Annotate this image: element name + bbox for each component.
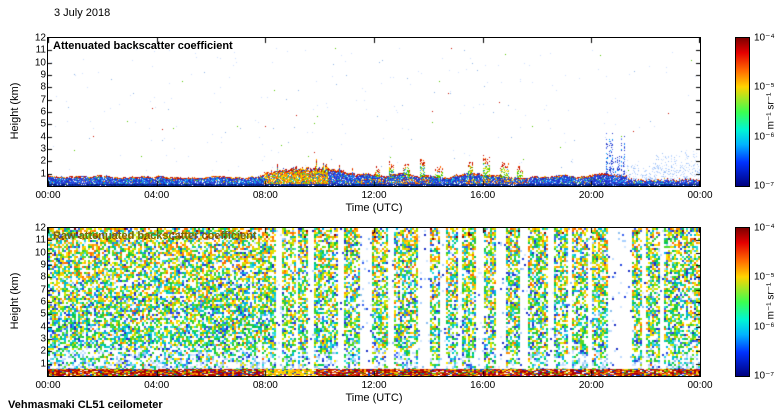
- panel-raw-backscatter: Raw attenuated backscatter coefficient: [47, 227, 701, 377]
- y-tick-label: 10: [34, 247, 46, 259]
- x-tick-label: 20:00: [578, 380, 604, 391]
- x-tick-label: 12:00: [361, 190, 387, 201]
- y-tick-label: 9: [40, 259, 46, 271]
- colorbar-tick-label: 10⁻⁷: [754, 370, 775, 382]
- panel-title-attenuated: Attenuated backscatter coefficient: [53, 40, 233, 52]
- y-tick-label: 11: [35, 234, 46, 246]
- x-tick-label: 16:00: [470, 190, 496, 201]
- colorbar-unit-label-attenuated: m⁻¹ sr⁻¹: [765, 92, 777, 130]
- colorbar-tick-label: 10⁻⁴: [754, 222, 775, 234]
- x-tick-label: 00:00: [35, 190, 61, 201]
- colorbar-raw: [735, 227, 750, 377]
- raw-backscatter-heatmap: [48, 228, 700, 376]
- y-tick-label: 2: [40, 345, 46, 357]
- colorbar-unit-label-raw: m⁻¹ sr⁻¹: [765, 282, 777, 320]
- x-tick-label: 20:00: [578, 190, 604, 201]
- colorbar-gradient: [736, 228, 749, 376]
- y-tick-label: 10: [34, 57, 46, 69]
- y-tick-label: 1: [40, 358, 46, 370]
- x-axis-label-attenuated: Time (UTC): [345, 202, 403, 214]
- y-tick-label: 8: [40, 271, 46, 283]
- colorbar-gradient: [736, 38, 749, 186]
- y-tick-label: 5: [40, 118, 46, 130]
- x-tick-label: 00:00: [687, 380, 713, 391]
- panel-attenuated-backscatter: Attenuated backscatter coefficient: [47, 37, 701, 187]
- x-tick-label: 04:00: [144, 190, 170, 201]
- y-tick-label: 6: [40, 296, 46, 308]
- y-tick-label: 7: [40, 284, 46, 296]
- instrument-label: Vehmasmaki CL51 ceilometer: [8, 399, 163, 411]
- y-tick-label: 6: [40, 106, 46, 118]
- y-tick-label: 8: [40, 81, 46, 93]
- y-tick-label: 12: [34, 32, 46, 44]
- y-axis-label-attenuated: Height (km): [9, 82, 21, 140]
- y-tick-label: 11: [35, 44, 46, 56]
- colorbar-tick-label: 10⁻⁴: [754, 32, 775, 44]
- y-tick-label: 5: [40, 308, 46, 320]
- x-tick-label: 16:00: [470, 380, 496, 391]
- x-axis-label-raw: Time (UTC): [345, 392, 403, 404]
- colorbar-attenuated: [735, 37, 750, 187]
- attenuated-backscatter-heatmap: [48, 38, 700, 186]
- y-tick-label: 12: [34, 222, 46, 234]
- colorbar-tick-label: 10⁻⁶: [754, 321, 775, 333]
- colorbar-tick-label: 10⁻⁷: [754, 180, 775, 192]
- x-tick-label: 04:00: [144, 380, 170, 391]
- y-tick-label: 3: [40, 333, 46, 345]
- y-tick-label: 1: [40, 168, 46, 180]
- x-tick-label: 12:00: [361, 380, 387, 391]
- y-tick-label: 9: [40, 69, 46, 81]
- panel-title-raw: Raw attenuated backscatter coefficient: [53, 230, 257, 242]
- x-tick-label: 00:00: [687, 190, 713, 201]
- y-tick-label: 2: [40, 155, 46, 167]
- colorbar-tick-label: 10⁻⁵: [754, 271, 775, 283]
- y-axis-label-raw: Height (km): [9, 272, 21, 330]
- colorbar-tick-label: 10⁻⁶: [754, 131, 775, 143]
- y-tick-label: 7: [40, 94, 46, 106]
- date-label: 3 July 2018: [54, 7, 111, 19]
- y-tick-label: 3: [40, 143, 46, 155]
- colorbar-tick-label: 10⁻⁵: [754, 81, 775, 93]
- x-tick-label: 08:00: [252, 380, 278, 391]
- x-tick-label: 08:00: [252, 190, 278, 201]
- x-tick-label: 00:00: [35, 380, 61, 391]
- y-tick-label: 4: [40, 131, 46, 143]
- y-tick-label: 4: [40, 321, 46, 333]
